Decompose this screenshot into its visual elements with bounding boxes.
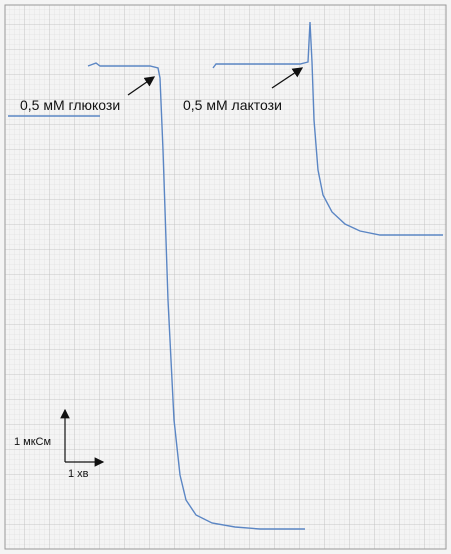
arrow-lactose xyxy=(271,67,304,89)
grid xyxy=(4,4,447,550)
scale-y-label: 1 мкСм xyxy=(14,436,51,448)
trace-lactose xyxy=(212,21,443,236)
scale-x-label: 1 хв xyxy=(68,468,89,480)
trace xyxy=(8,21,443,530)
annotation: 0,5 мМ лактози xyxy=(183,97,282,113)
arrow-glucose xyxy=(127,76,156,96)
annotation: 0,5 мМ глюкози xyxy=(20,97,120,113)
trace-glucose xyxy=(87,62,305,530)
